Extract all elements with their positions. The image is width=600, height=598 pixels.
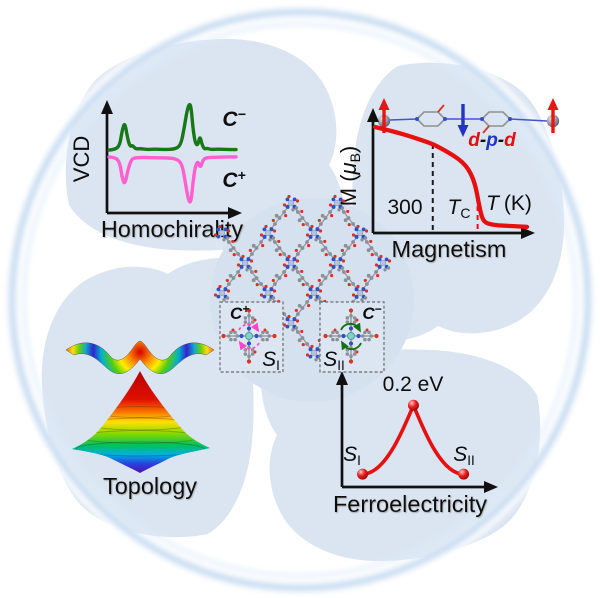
- spin-coupling-schematic: [377, 98, 560, 137]
- magnetization-curve: [372, 124, 530, 230]
- vcd-curves: [107, 102, 238, 204]
- ferroelectricity-title: Ferroelectricity: [333, 491, 487, 517]
- barrier-height-label: 0.2 eV: [383, 373, 444, 396]
- panel-homochirality: VCD C− C+ Homochirality: [69, 100, 246, 242]
- inset-s2-label: SII: [323, 348, 345, 373]
- mof-lattice: [213, 194, 392, 362]
- inset-s1-label: SI: [262, 348, 280, 373]
- label-c-plus: C+: [222, 167, 245, 192]
- mag-x-axis-label: T (K): [486, 192, 532, 215]
- inset-c-minus-label: C−: [362, 302, 381, 323]
- mag-y-axis-label: M (μB): [336, 146, 363, 207]
- mag-300K-label: 300: [387, 196, 422, 219]
- homochirality-title: Homochirality: [101, 216, 244, 242]
- mag-dashed-lines: [431, 143, 479, 231]
- state-s2-label: SII: [453, 443, 475, 468]
- label-c-minus: C−: [222, 106, 245, 131]
- panel-ferroelectricity: 0.2 eV SI SII Ferroelectricity: [333, 371, 498, 517]
- rotation-arrow-pink: [238, 322, 260, 351]
- panel-magnetism: M (μB) 300 TC T (K) d-p-d Magnetism: [336, 98, 560, 262]
- energy-barrier-curve: [357, 399, 470, 480]
- dpd-coupling-label: d-p-d: [468, 130, 516, 151]
- center-structure: C+ SI C− SII: [213, 194, 392, 373]
- state-s1-label: SI: [343, 443, 361, 468]
- outer-ring: [3, 3, 597, 597]
- magnetism-title: Magnetism: [392, 236, 507, 262]
- inset-c-plus-label: C+: [230, 302, 249, 323]
- mag-tc-label: TC: [448, 196, 471, 221]
- vcd-y-axis-label: VCD: [69, 136, 94, 182]
- topology-cone-surface: [72, 371, 210, 473]
- rotation-arrow-green: [340, 322, 362, 351]
- topology-upper-sheet: [65, 340, 215, 374]
- topology-title: Topology: [103, 473, 197, 499]
- molecule-s2: [323, 308, 379, 364]
